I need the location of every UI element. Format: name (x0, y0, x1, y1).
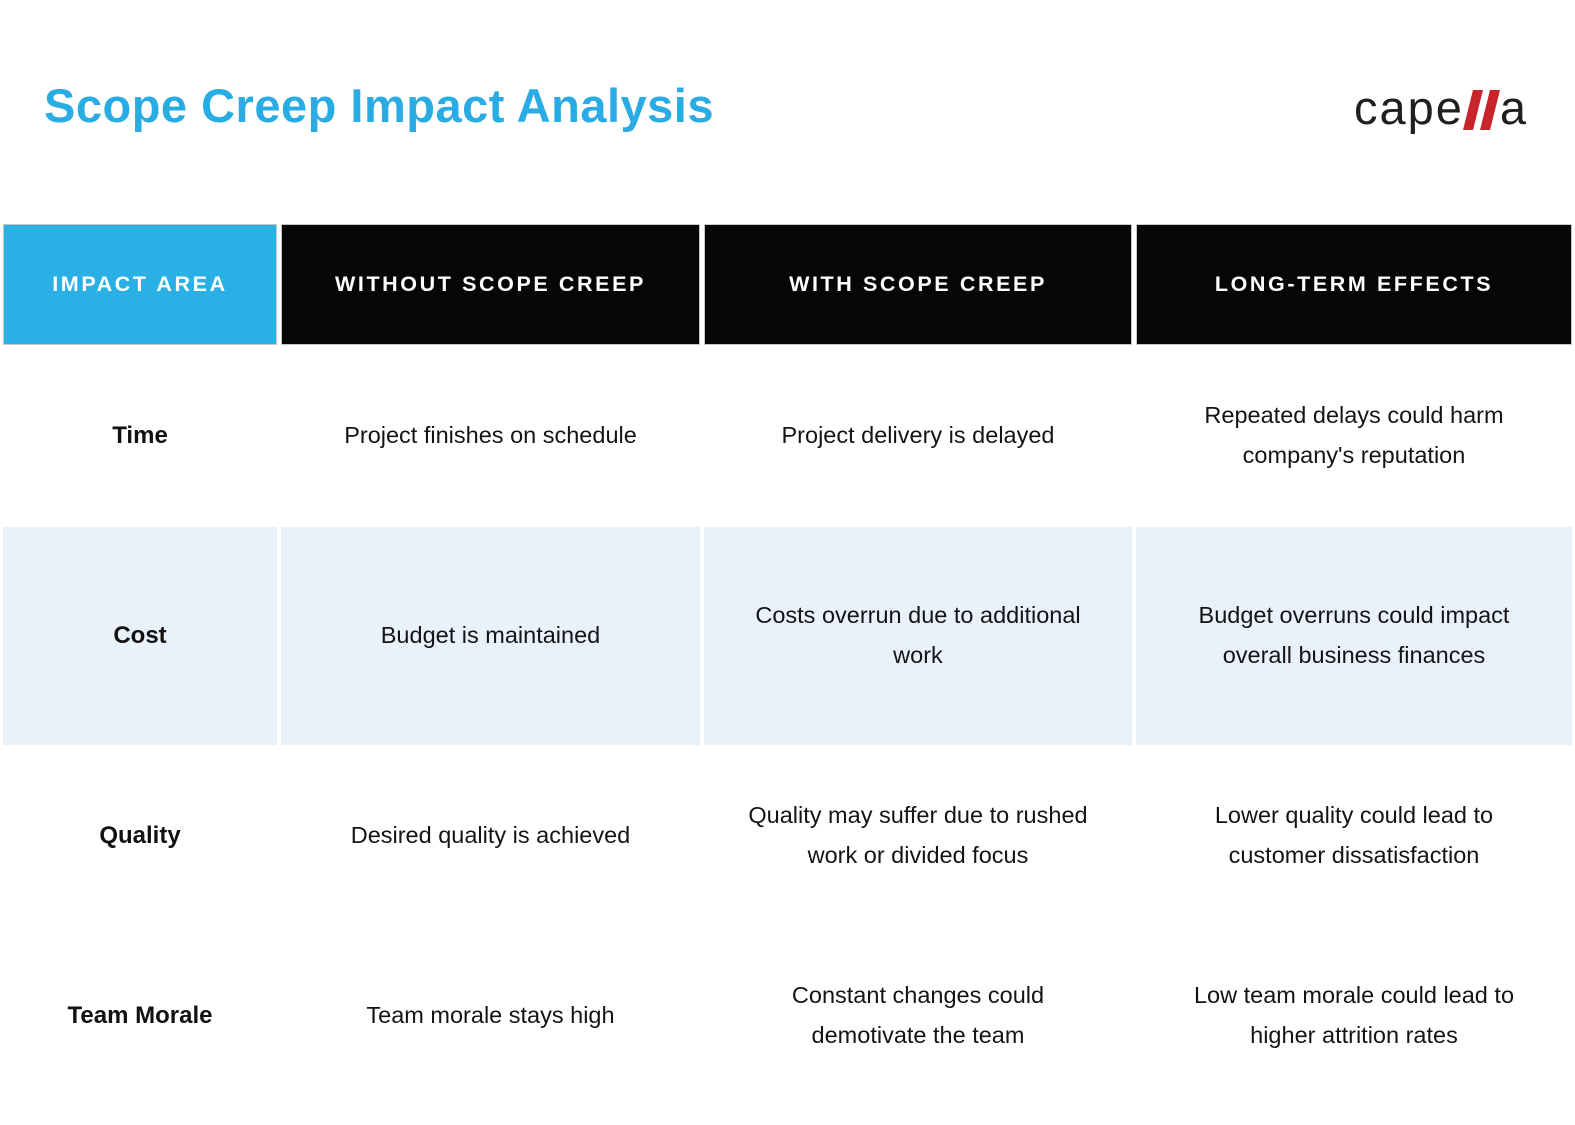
column-header-with-scope-creep: WITH SCOPE CREEP (704, 224, 1132, 345)
logo-slashes (1462, 90, 1500, 130)
cell-quality-with: Quality may suffer due to rushed work or… (748, 802, 1088, 868)
row-label-team-morale: Team Morale (67, 1001, 213, 1029)
row-label-time: Time (112, 421, 168, 449)
logo-text-left: cape (1353, 81, 1464, 134)
cell-time-long-term: Repeated delays could harm company's rep… (1204, 402, 1504, 468)
impact-analysis-table: IMPACT AREA WITHOUT SCOPE CREEP WITH SCO… (3, 224, 1572, 1105)
cell-cost-without: Budget is maintained (281, 527, 700, 745)
cell-team-morale-with: Constant changes could demotivate the te… (791, 982, 1045, 1048)
logo-slash-icon (1479, 90, 1500, 130)
page-title: Scope Creep Impact Analysis (44, 79, 715, 132)
cell-time-with: Project delivery is delayed (781, 422, 1055, 449)
row-label-quality: Quality (99, 821, 181, 849)
cell-quality-long-term: Lower quality could lead to customer dis… (1214, 802, 1494, 868)
column-header-without-scope-creep: WITHOUT SCOPE CREEP (281, 224, 700, 345)
cell-team-morale-without: Team morale stays high (366, 1002, 615, 1029)
capella-logo: cape a (1354, 84, 1528, 131)
row-label-cost: Cost (3, 527, 277, 745)
logo-text-right: a (1499, 81, 1528, 134)
cell-quality-without: Desired quality is achieved (350, 822, 631, 849)
cell-cost-long-term: Budget overruns could impact overall bus… (1136, 527, 1572, 745)
cell-time-without: Project finishes on schedule (344, 422, 637, 449)
column-header-long-term-effects: LONG-TERM EFFECTS (1136, 224, 1572, 345)
cell-cost-with: Costs overrun due to additional work (704, 527, 1132, 745)
logo-slash-icon (1462, 90, 1483, 130)
column-header-impact-area: IMPACT AREA (3, 224, 277, 345)
cell-team-morale-long-term: Low team morale could lead to higher att… (1193, 982, 1515, 1048)
